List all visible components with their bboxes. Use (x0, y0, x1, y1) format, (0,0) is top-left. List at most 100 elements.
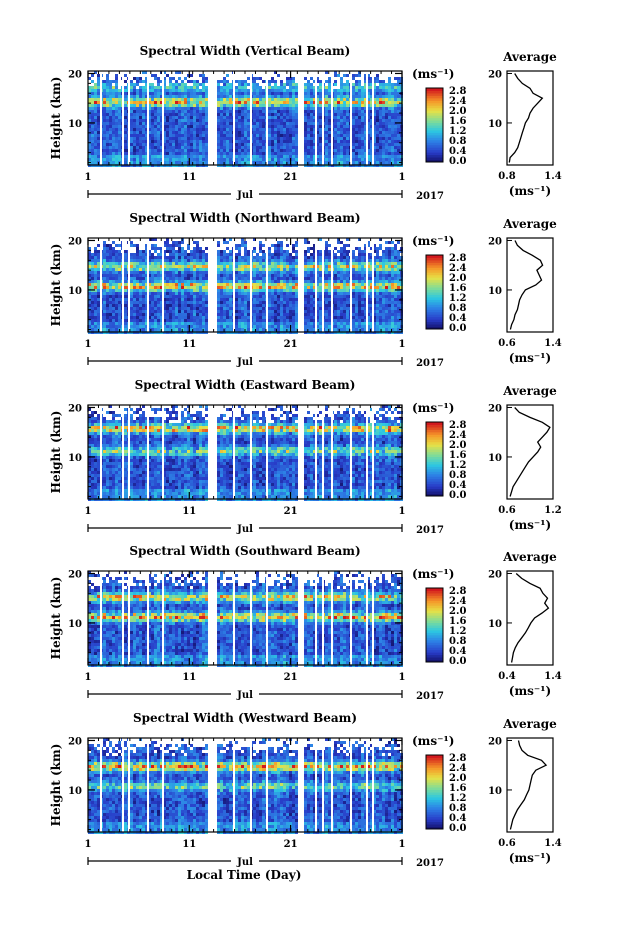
heatmap-cell (181, 137, 184, 140)
heatmap-cell (157, 295, 160, 298)
heatmap-cell (247, 328, 250, 331)
heatmap-cell (103, 134, 106, 137)
heatmap-cell (295, 140, 298, 143)
heatmap-cell (286, 280, 289, 283)
heatmap-cell (235, 107, 238, 110)
heatmap-cell (394, 86, 397, 89)
heatmap-cell (196, 89, 199, 92)
heatmap-cell (217, 143, 220, 146)
heatmap-cell (157, 274, 160, 277)
heatmap-cell (337, 134, 340, 137)
heatmap-cell (106, 152, 109, 155)
heatmap-cell (94, 134, 97, 137)
heatmap-cell (262, 161, 265, 164)
heatmap-cell (154, 307, 157, 310)
heatmap-cell (253, 283, 256, 286)
heatmap-cell (358, 74, 361, 77)
heatmap-cell (289, 89, 292, 92)
heatmap-cell (334, 116, 337, 119)
heatmap-cell (247, 95, 250, 98)
heatmap-cell (319, 107, 322, 110)
heatmap-cell (289, 128, 292, 131)
heatmap-cell (142, 95, 145, 98)
heatmap-cell (283, 113, 286, 116)
data-gap-line (331, 71, 333, 165)
heatmap-cell (391, 134, 394, 137)
heatmap-cell (106, 119, 109, 122)
heatmap-cell (184, 137, 187, 140)
heatmap-cell (334, 146, 337, 149)
heatmap-cell (169, 116, 172, 119)
heatmap-cell (271, 134, 274, 137)
heatmap-cell (241, 310, 244, 313)
heatmap-cell (355, 80, 358, 83)
heatmap-cell (289, 110, 292, 113)
heatmap-cell (193, 104, 196, 107)
heatmap-cell (355, 146, 358, 149)
heatmap-cell (196, 119, 199, 122)
heatmap-cell (271, 110, 274, 113)
heatmap-cell (262, 265, 265, 268)
heatmap-cell (184, 113, 187, 116)
heatmap-cell (109, 155, 112, 158)
heatmap-cell (253, 149, 256, 152)
heatmap-cell (142, 262, 145, 265)
heatmap-cell (295, 98, 298, 101)
heatmap-cell (283, 83, 286, 86)
heatmap-cell (268, 137, 271, 140)
heatmap-cell (391, 101, 394, 104)
heatmap-cell (289, 307, 292, 310)
heatmap-cell (262, 283, 265, 286)
heatmap-cell (175, 134, 178, 137)
heatmap-cell (256, 95, 259, 98)
heatmap-cell (238, 301, 241, 304)
heatmap-cell (109, 283, 112, 286)
heatmap-cell (103, 313, 106, 316)
heatmap-cell (136, 134, 139, 137)
heatmap-cell (277, 298, 280, 301)
heatmap-cell (124, 295, 127, 298)
heatmap-cell (118, 319, 121, 322)
heatmap-cell (223, 241, 226, 244)
heatmap-cell (187, 292, 190, 295)
heatmap-cell (229, 143, 232, 146)
heatmap-cell (112, 134, 115, 137)
heatmap-cell (166, 295, 169, 298)
heatmap-cell (151, 271, 154, 274)
heatmap-cell (193, 268, 196, 271)
heatmap-cell (106, 316, 109, 319)
heatmap-cell (130, 283, 133, 286)
heatmap-cell (133, 277, 136, 280)
heatmap-cell (235, 277, 238, 280)
heatmap-cell (172, 250, 175, 253)
heatmap-cell (103, 83, 106, 86)
heatmap-cell (124, 262, 127, 265)
heatmap-cell (280, 316, 283, 319)
heatmap-cell (268, 110, 271, 113)
heatmap-cell (175, 101, 178, 104)
heatmap-cell (202, 274, 205, 277)
heatmap-cell (217, 146, 220, 149)
heatmap-cell (226, 289, 229, 292)
heatmap-cell (289, 143, 292, 146)
heatmap-cell (262, 143, 265, 146)
heatmap-cell (199, 110, 202, 113)
heatmap-cell (172, 86, 175, 89)
heatmap-cell (181, 122, 184, 125)
heatmap-cell (205, 95, 208, 98)
heatmap-cell (217, 161, 220, 164)
heatmap-cell (103, 253, 106, 256)
heatmap-cell (133, 116, 136, 119)
heatmap-cell (196, 319, 199, 322)
heatmap-cell (190, 259, 193, 262)
heatmap-cell (118, 316, 121, 319)
heatmap-cell (259, 155, 262, 158)
heatmap-cell (280, 241, 283, 244)
heatmap-cell (169, 155, 172, 158)
heatmap-cell (274, 325, 277, 328)
heatmap-cell (103, 328, 106, 331)
heatmap-cell (241, 92, 244, 95)
heatmap-cell (130, 244, 133, 247)
heatmap-cell (193, 83, 196, 86)
heatmap-cell (253, 313, 256, 316)
